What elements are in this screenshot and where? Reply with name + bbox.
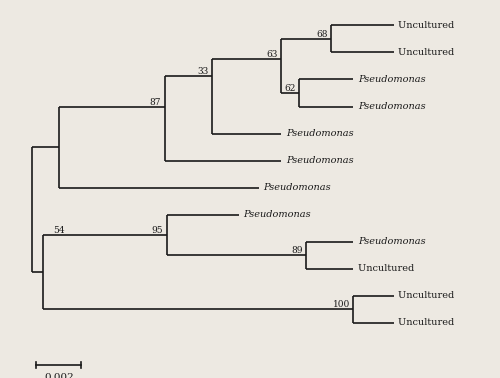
Text: 62: 62: [284, 84, 296, 93]
Text: Uncultured: Uncultured: [398, 318, 458, 327]
Text: 95: 95: [152, 226, 164, 235]
Text: 68: 68: [316, 30, 328, 39]
Text: 33: 33: [197, 67, 208, 76]
Text: 0.002: 0.002: [44, 373, 74, 378]
Text: Pseudomonas: Pseudomonas: [358, 75, 426, 84]
Text: Pseudomonas: Pseudomonas: [358, 102, 426, 111]
Text: 63: 63: [266, 50, 278, 59]
Text: Pseudomonas: Pseudomonas: [286, 156, 354, 165]
Text: 54: 54: [53, 226, 64, 235]
Text: Uncultured: Uncultured: [358, 264, 418, 273]
Text: Uncultured: Uncultured: [398, 291, 458, 300]
Text: 100: 100: [333, 301, 350, 309]
Text: Pseudomonas: Pseudomonas: [286, 129, 354, 138]
Text: 87: 87: [150, 98, 161, 107]
Text: 89: 89: [292, 246, 303, 255]
Text: Pseudomonas: Pseudomonas: [358, 237, 426, 246]
Text: Pseudomonas: Pseudomonas: [244, 210, 311, 219]
Text: Uncultured: Uncultured: [398, 21, 458, 30]
Text: Uncultured: Uncultured: [398, 48, 458, 57]
Text: Pseudomonas: Pseudomonas: [264, 183, 331, 192]
